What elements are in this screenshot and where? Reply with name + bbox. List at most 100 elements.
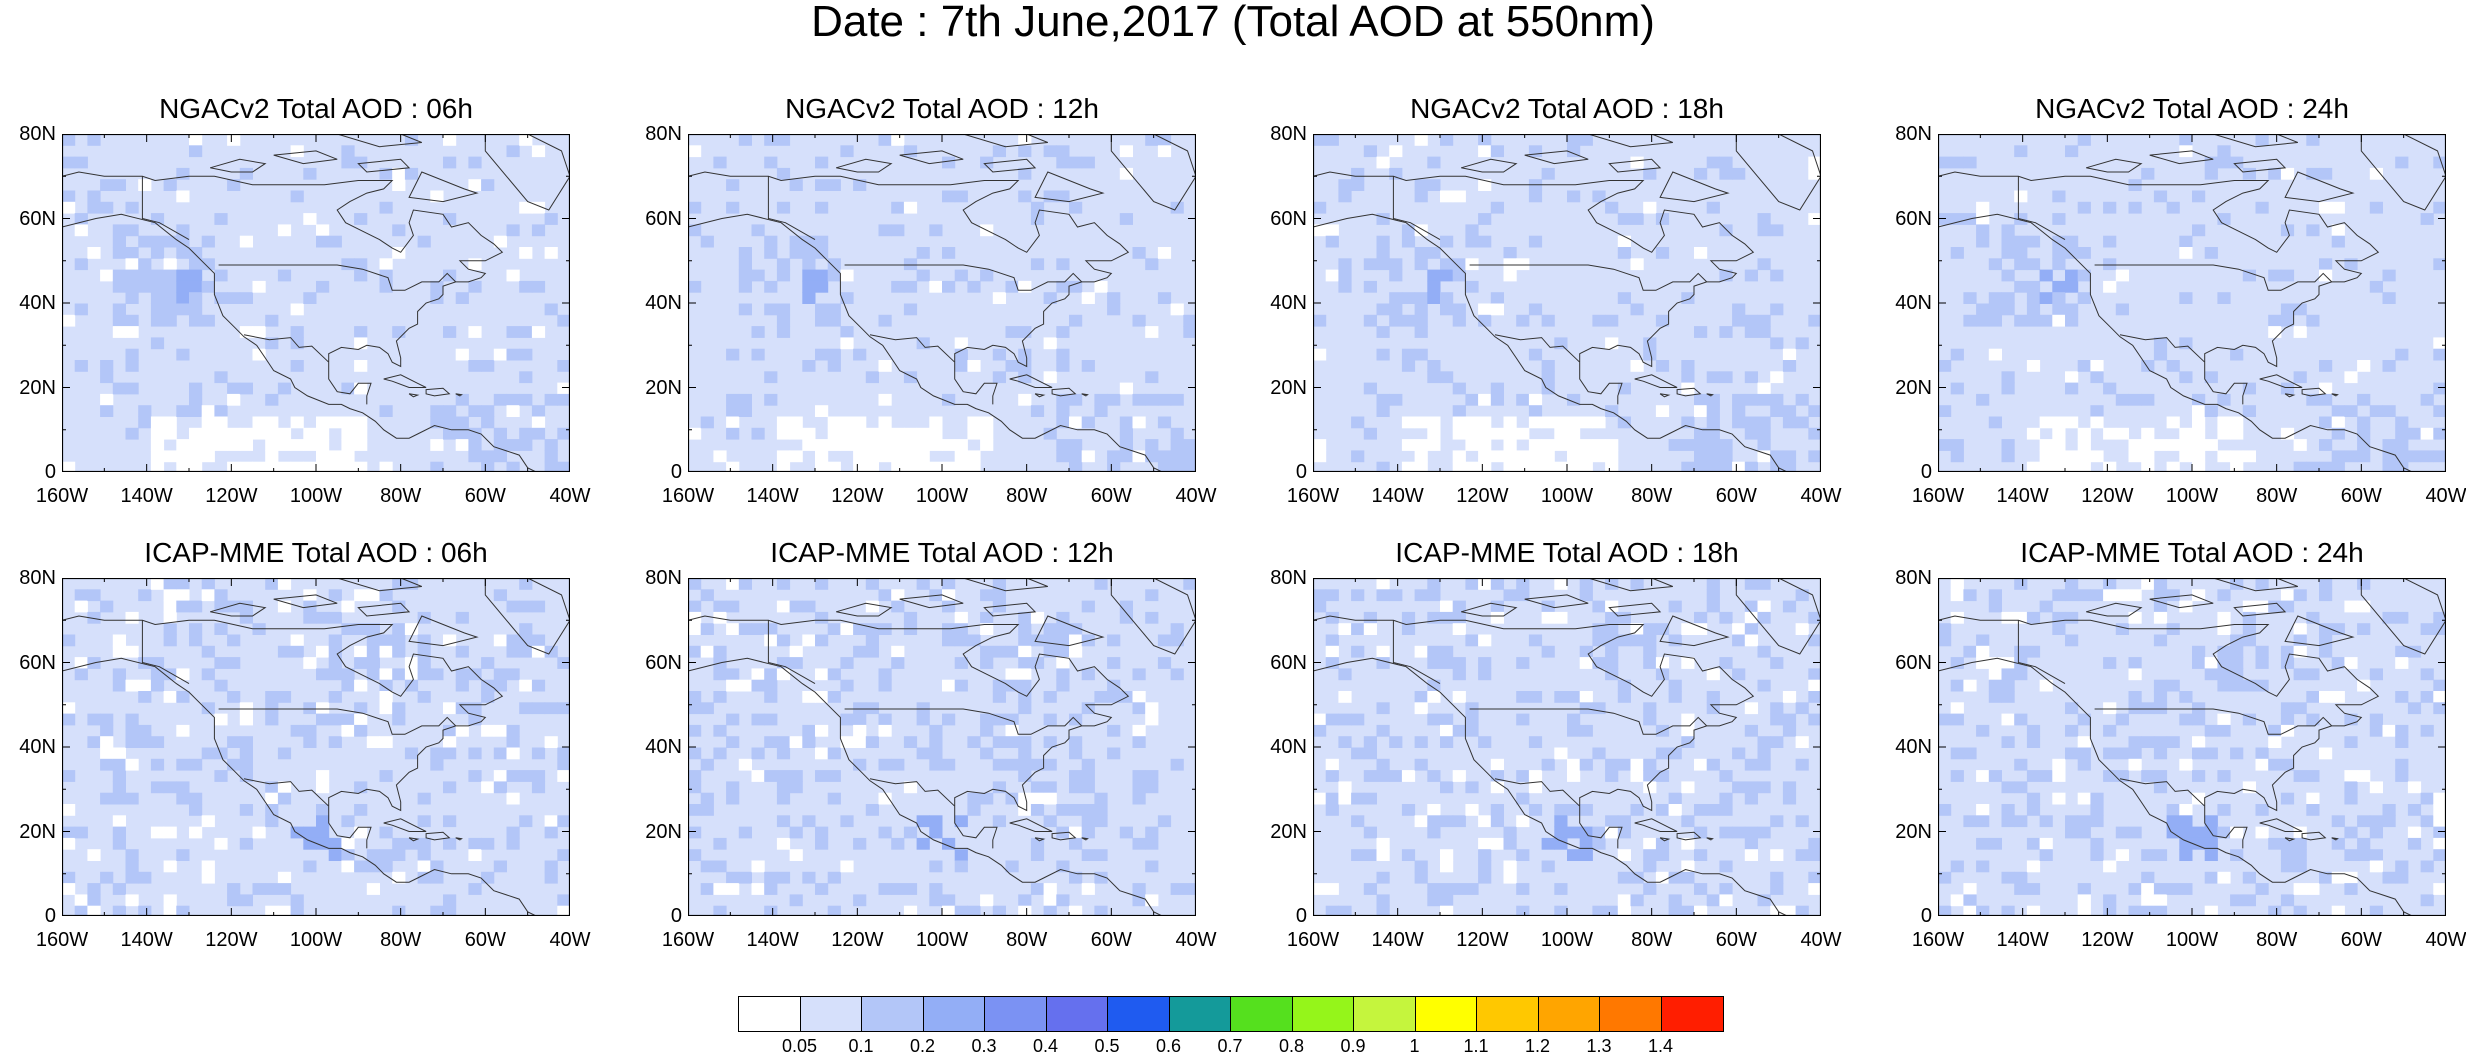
lon-tick-label: 40W <box>549 929 591 951</box>
colorbar-box <box>1046 997 1108 1031</box>
lat-tick-label: 60N <box>19 651 56 674</box>
lon-tick-label: 160W <box>1911 929 1965 951</box>
lon-tick-label: 60W <box>1715 929 1757 951</box>
lat-tick-label: 80N <box>645 123 682 145</box>
lon-tick-label: 80W <box>1006 929 1048 951</box>
lon-tick-label: 100W <box>915 485 969 507</box>
lon-tick-label: 160W <box>661 485 715 507</box>
lon-tick-label: 40W <box>549 485 591 507</box>
coastlines <box>1938 578 2446 916</box>
lat-tick-label: 80N <box>1895 567 1932 589</box>
lon-tick-label: 80W <box>1631 929 1673 951</box>
colorbar-label: 0.8 <box>1278 1036 1305 1056</box>
lon-tick-label: 160W <box>35 485 89 507</box>
lat-tick-label: 80N <box>19 567 56 589</box>
lat-tick-label: 0 <box>44 905 56 927</box>
lon-tick-label: 140W <box>1996 929 2049 951</box>
lon-tick-label: 40W <box>1175 929 1217 951</box>
colorbar-box <box>1600 997 1662 1031</box>
lat-tick-label: 60N <box>645 207 682 230</box>
lat-tick-label: 0 <box>670 461 682 483</box>
lon-tick-label: 140W <box>1371 929 1424 951</box>
colorbar-label: 1.4 <box>1647 1036 1674 1056</box>
lat-tick-label: 60N <box>19 207 56 230</box>
axis-ticks <box>688 134 1196 472</box>
map-svg <box>1313 134 1821 472</box>
lat-tick-label: 20N <box>645 820 682 843</box>
aod-cells <box>62 134 570 472</box>
coastlines <box>1313 134 1821 472</box>
lat-tick-label: 20N <box>1895 820 1932 843</box>
map-svg <box>688 134 1196 472</box>
lon-tick-label: 100W <box>1540 485 1594 507</box>
colorbar-label: 0.4 <box>1032 1036 1059 1056</box>
map-svg <box>1938 134 2446 472</box>
colorbar-label: 0.05 <box>781 1036 818 1056</box>
lat-tick-label: 40N <box>1895 736 1932 758</box>
lon-tick-label: 160W <box>1286 485 1340 507</box>
axis-ticks <box>1313 578 1821 916</box>
colorbar-box <box>1661 997 1723 1031</box>
map-panel <box>1313 578 1821 916</box>
map-svg <box>1313 578 1821 916</box>
coastlines <box>1313 578 1821 916</box>
axis-ticks <box>62 578 570 916</box>
coastlines <box>1938 134 2446 472</box>
axis-ticks <box>688 578 1196 916</box>
map-panel <box>688 134 1196 472</box>
lon-tick-label: 120W <box>831 485 884 507</box>
colorbar-box <box>1354 997 1416 1031</box>
lon-tick-label: 100W <box>289 929 343 951</box>
panel-title: ICAP-MME Total AOD : 12h <box>770 537 1114 568</box>
lon-tick-label: 40W <box>1800 929 1842 951</box>
colorbar-box <box>923 997 985 1031</box>
lon-tick-label: 140W <box>746 929 799 951</box>
lon-tick-label: 60W <box>464 929 506 951</box>
lat-tick-label: 0 <box>1295 461 1307 483</box>
coastlines <box>62 578 570 916</box>
panel-title: ICAP-MME Total AOD : 18h <box>1395 537 1739 568</box>
colorbar-box <box>985 997 1047 1031</box>
lon-tick-label: 100W <box>915 929 969 951</box>
lon-tick-label: 40W <box>1800 485 1842 507</box>
lat-tick-label: 60N <box>645 651 682 674</box>
panel-title: NGACv2 Total AOD : 12h <box>785 93 1099 124</box>
lat-tick-label: 60N <box>1895 207 1932 230</box>
panel-title: NGACv2 Total AOD : 18h <box>1410 93 1724 124</box>
lon-tick-label: 80W <box>1631 485 1673 507</box>
lat-tick-label: 60N <box>1270 651 1307 674</box>
lat-tick-label: 20N <box>1895 376 1932 399</box>
lon-tick-label: 140W <box>1996 485 2049 507</box>
colorbar-label: 1.3 <box>1586 1036 1612 1056</box>
lon-tick-label: 100W <box>2165 485 2219 507</box>
lat-tick-label: 0 <box>1295 905 1307 927</box>
lon-tick-label: 120W <box>205 929 258 951</box>
lat-tick-label: 80N <box>19 123 56 145</box>
lon-tick-label: 40W <box>1175 485 1217 507</box>
colorbar-label: 0.9 <box>1340 1036 1366 1056</box>
map-panel <box>62 578 570 916</box>
colorbar-label: 0.7 <box>1217 1036 1243 1056</box>
lon-tick-label: 140W <box>746 485 799 507</box>
lat-tick-label: 20N <box>19 376 56 399</box>
lon-tick-label: 60W <box>1090 929 1132 951</box>
panel-title: ICAP-MME Total AOD : 24h <box>2020 537 2364 568</box>
lat-tick-label: 0 <box>44 461 56 483</box>
lon-tick-label: 80W <box>380 929 422 951</box>
map-svg <box>1938 578 2446 916</box>
axis-ticks <box>62 134 570 472</box>
lat-tick-label: 60N <box>1895 651 1932 674</box>
lon-tick-label: 160W <box>1911 485 1965 507</box>
axis-ticks <box>1938 578 2446 916</box>
lon-tick-label: 60W <box>1090 485 1132 507</box>
coastlines <box>688 134 1196 472</box>
lon-tick-label: 140W <box>1371 485 1424 507</box>
lon-tick-label: 120W <box>205 485 258 507</box>
colorbar-box <box>1538 997 1600 1031</box>
lat-tick-label: 20N <box>1270 820 1307 843</box>
map-svg <box>62 578 570 916</box>
colorbar-box <box>739 997 801 1031</box>
map-svg <box>688 578 1196 916</box>
lat-tick-label: 40N <box>1270 736 1307 758</box>
map-panel <box>1938 578 2446 916</box>
